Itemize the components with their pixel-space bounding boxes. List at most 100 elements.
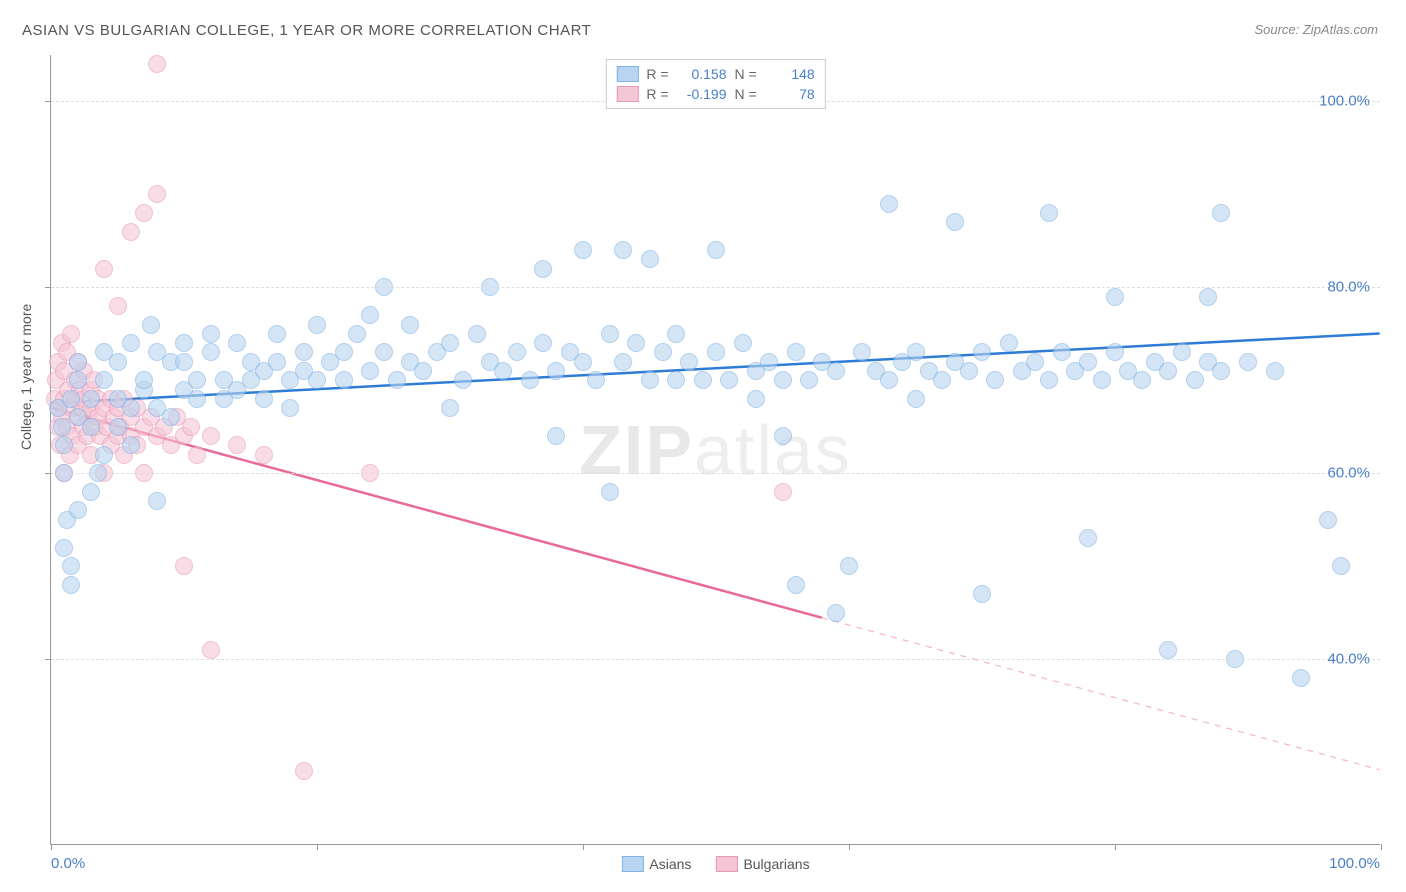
scatter-point: [162, 408, 180, 426]
scatter-point: [69, 501, 87, 519]
scatter-point: [534, 260, 552, 278]
scatter-point: [1239, 353, 1257, 371]
scatter-point: [1000, 334, 1018, 352]
swatch-asians: [621, 856, 643, 872]
scatter-point: [574, 241, 592, 259]
scatter-point: [1106, 288, 1124, 306]
scatter-point: [667, 325, 685, 343]
scatter-point: [946, 213, 964, 231]
scatter-point: [62, 325, 80, 343]
scatter-point: [109, 418, 127, 436]
legend-label-asians: Asians: [649, 856, 691, 872]
scatter-point: [468, 325, 486, 343]
scatter-point: [1266, 362, 1284, 380]
scatter-point: [142, 316, 160, 334]
scatter-point: [534, 334, 552, 352]
x-min-label: 0.0%: [51, 855, 85, 872]
scatter-point: [109, 297, 127, 315]
y-axis-label: College, 1 year or more: [18, 304, 34, 450]
scatter-point: [1040, 204, 1058, 222]
scatter-point: [175, 334, 193, 352]
scatter-point: [1040, 371, 1058, 389]
scatter-point: [1133, 371, 1151, 389]
scatter-point: [973, 343, 991, 361]
scatter-point: [188, 371, 206, 389]
scatter-point: [614, 241, 632, 259]
scatter-point: [1212, 204, 1230, 222]
scatter-point: [335, 343, 353, 361]
n-label: N =: [735, 66, 757, 82]
y-tick-label: 40.0%: [1327, 651, 1370, 668]
scatter-point: [547, 427, 565, 445]
scatter-point: [601, 483, 619, 501]
scatter-point: [880, 195, 898, 213]
scatter-point: [82, 418, 100, 436]
scatter-point: [614, 353, 632, 371]
scatter-point: [574, 353, 592, 371]
scatter-point: [268, 325, 286, 343]
scatter-point: [508, 343, 526, 361]
scatter-point: [175, 557, 193, 575]
scatter-point: [188, 390, 206, 408]
scatter-point: [202, 343, 220, 361]
scatter-point: [148, 185, 166, 203]
scatter-point: [62, 576, 80, 594]
scatter-point: [1212, 362, 1230, 380]
scatter-point: [680, 353, 698, 371]
scatter-point: [122, 223, 140, 241]
scatter-point: [135, 204, 153, 222]
n-value-bulgarians: 78: [765, 86, 815, 102]
r-value-bulgarians: -0.199: [677, 86, 727, 102]
scatter-point: [787, 343, 805, 361]
stats-row-bulgarians: R = -0.199 N = 78: [616, 84, 814, 104]
scatter-point: [202, 325, 220, 343]
scatter-point: [441, 399, 459, 417]
y-tick: [45, 659, 51, 660]
scatter-point: [55, 539, 73, 557]
scatter-point: [228, 436, 246, 454]
scatter-point: [707, 241, 725, 259]
x-tick: [317, 844, 318, 850]
swatch-bulgarians: [715, 856, 737, 872]
scatter-point: [1159, 362, 1177, 380]
scatter-point: [734, 334, 752, 352]
scatter-point: [720, 371, 738, 389]
chart-plot-area: ZIPatlas 40.0%60.0%80.0%100.0% R = 0.158…: [50, 55, 1380, 845]
scatter-point: [1332, 557, 1350, 575]
scatter-point: [202, 427, 220, 445]
scatter-point: [82, 483, 100, 501]
source-attribution: Source: ZipAtlas.com: [1254, 22, 1378, 37]
y-tick-label: 80.0%: [1327, 279, 1370, 296]
scatter-point: [774, 371, 792, 389]
scatter-point: [654, 343, 672, 361]
scatter-point: [361, 306, 379, 324]
scatter-point: [933, 371, 951, 389]
scatter-point: [1292, 669, 1310, 687]
scatter-point: [667, 371, 685, 389]
scatter-point: [800, 371, 818, 389]
scatter-point: [62, 390, 80, 408]
scatter-point: [388, 371, 406, 389]
scatter-point: [148, 55, 166, 73]
scatter-point: [880, 371, 898, 389]
scatter-point: [960, 362, 978, 380]
scatter-point: [547, 362, 565, 380]
x-max-label: 100.0%: [1329, 855, 1380, 872]
scatter-point: [1106, 343, 1124, 361]
watermark-text-a: ZIP: [579, 411, 694, 489]
scatter-point: [641, 371, 659, 389]
scatter-point: [1026, 353, 1044, 371]
scatter-point: [202, 641, 220, 659]
scatter-point: [694, 371, 712, 389]
scatter-point: [1319, 511, 1337, 529]
scatter-point: [760, 353, 778, 371]
r-label: R =: [646, 86, 668, 102]
scatter-point: [135, 371, 153, 389]
scatter-point: [827, 604, 845, 622]
scatter-point: [401, 316, 419, 334]
scatter-point: [188, 446, 206, 464]
scatter-point: [1079, 353, 1097, 371]
scatter-point: [122, 334, 140, 352]
scatter-point: [747, 390, 765, 408]
trend-lines-svg: [51, 55, 1380, 844]
